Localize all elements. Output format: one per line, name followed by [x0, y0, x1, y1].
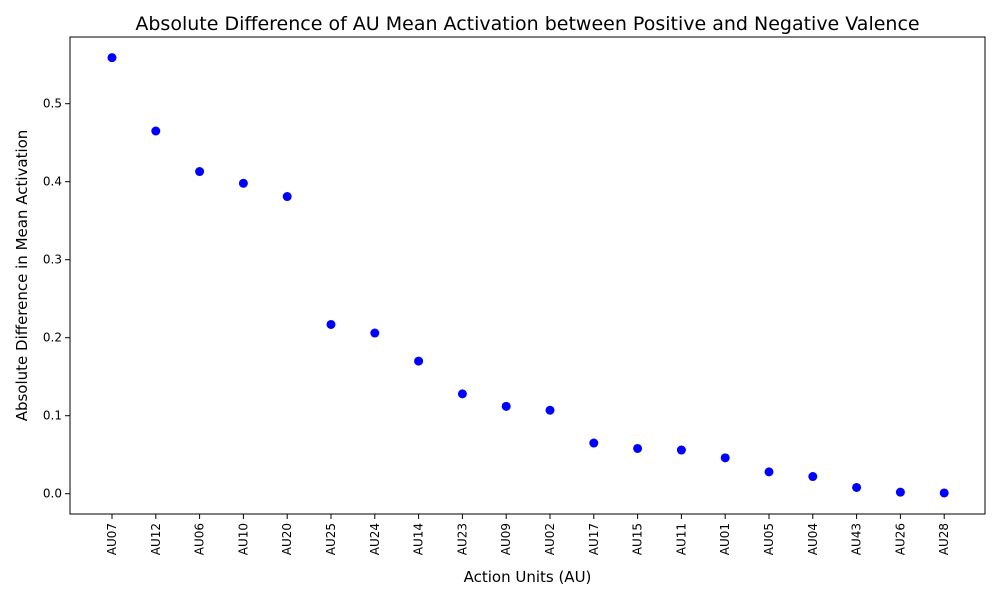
data-point-au24	[370, 328, 380, 338]
data-point-au23	[457, 389, 467, 399]
x-tick-label: AU12	[149, 523, 163, 555]
data-point-au07	[107, 53, 117, 63]
y-tick-label: 0.0	[43, 487, 62, 501]
data-point-au25	[326, 319, 336, 329]
y-axis-ticks: 0.0 0.1 0.2 0.3 0.4 0.5	[43, 97, 70, 501]
data-point-au26	[895, 487, 905, 497]
data-point-au09	[501, 401, 511, 411]
x-tick-label: AU15	[631, 523, 645, 555]
data-points	[107, 53, 949, 498]
x-tick-label: AU17	[587, 523, 601, 555]
x-tick-label: AU14	[412, 523, 426, 555]
data-point-au11	[676, 445, 686, 455]
y-tick-label: 0.3	[43, 253, 62, 267]
y-tick-label: 0.5	[43, 97, 62, 111]
data-point-au10	[238, 178, 248, 188]
data-point-au17	[589, 438, 599, 448]
data-point-au01	[720, 453, 730, 463]
y-axis-title: Absolute Difference in Mean Activation	[13, 130, 31, 422]
y-tick-label: 0.2	[43, 331, 62, 345]
x-tick-label: AU24	[368, 523, 382, 555]
x-tick-label: AU09	[499, 523, 513, 555]
data-point-au06	[195, 167, 205, 177]
data-point-au04	[808, 472, 818, 482]
data-point-au28	[939, 488, 949, 498]
x-axis-ticks: AU07 AU12 AU06 AU10 AU20 AU25 AU24 AU14 AU23 AU09…	[105, 514, 951, 555]
data-point-au20	[282, 192, 292, 202]
x-tick-label: AU06	[193, 523, 207, 555]
x-tick-label: AU07	[105, 523, 119, 555]
chart-title: Absolute Difference of AU Mean Activatio…	[135, 13, 919, 35]
x-tick-label: AU43	[850, 523, 864, 555]
y-tick-label: 0.1	[43, 409, 62, 423]
x-tick-label: AU10	[236, 523, 250, 555]
data-point-au12	[151, 126, 161, 136]
x-tick-label: AU05	[762, 523, 776, 555]
plot-area	[69, 36, 986, 515]
x-tick-label: AU26	[893, 523, 907, 555]
x-tick-label: AU25	[324, 523, 338, 555]
data-point-au14	[414, 356, 424, 366]
y-tick-label: 0.4	[43, 175, 62, 189]
x-tick-label: AU28	[937, 523, 951, 555]
data-point-au15	[633, 443, 643, 453]
data-point-au02	[545, 405, 555, 415]
x-tick-label: AU04	[806, 523, 820, 555]
x-tick-label: AU20	[280, 523, 294, 555]
data-point-au05	[764, 467, 774, 477]
x-tick-label: AU02	[543, 523, 557, 555]
x-tick-label: AU23	[455, 523, 469, 555]
data-point-au43	[852, 482, 862, 492]
x-tick-label: AU01	[718, 523, 732, 555]
x-tick-label: AU11	[674, 523, 688, 555]
x-axis-title: Action Units (AU)	[464, 568, 592, 586]
